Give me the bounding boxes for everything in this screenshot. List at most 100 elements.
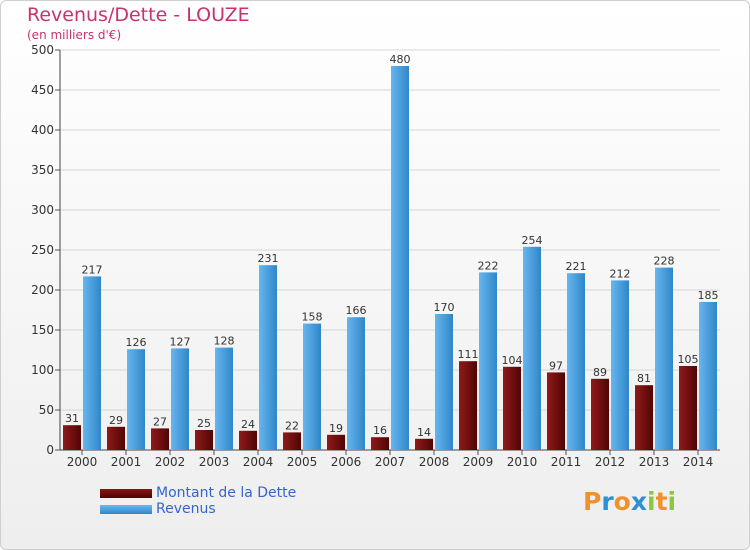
x-tick-label: 2006 bbox=[331, 455, 362, 469]
bar-revenus bbox=[479, 272, 497, 450]
x-tick-label: 2012 bbox=[595, 455, 626, 469]
x-tick-label: 2013 bbox=[639, 455, 670, 469]
y-tick-label: 100 bbox=[31, 363, 54, 377]
data-label: 97 bbox=[549, 359, 563, 372]
x-tick-label: 2007 bbox=[375, 455, 406, 469]
data-label: 14 bbox=[417, 426, 431, 439]
bar-revenus bbox=[391, 66, 409, 450]
bar-dette bbox=[635, 385, 653, 450]
data-label: 105 bbox=[678, 353, 699, 366]
y-tick-label: 350 bbox=[31, 163, 54, 177]
bar-dette bbox=[679, 366, 697, 450]
bar-revenus bbox=[347, 317, 365, 450]
data-label: 166 bbox=[346, 304, 367, 317]
data-label: 24 bbox=[241, 418, 255, 431]
bar-revenus bbox=[655, 267, 673, 450]
y-tick-label: 250 bbox=[31, 243, 54, 257]
data-label: 111 bbox=[458, 348, 479, 361]
chart-subtitle: (en milliers d'€) bbox=[27, 28, 122, 42]
data-label: 19 bbox=[329, 422, 343, 435]
x-tick-label: 2003 bbox=[199, 455, 230, 469]
bar-dette bbox=[239, 430, 257, 450]
bar-revenus bbox=[435, 314, 453, 450]
x-tick-label: 2002 bbox=[155, 455, 186, 469]
logo-letter: i bbox=[667, 487, 677, 516]
y-tick-label: 200 bbox=[31, 283, 54, 297]
data-label: 170 bbox=[434, 301, 455, 314]
y-tick-label: 150 bbox=[31, 323, 54, 337]
data-label: 126 bbox=[126, 336, 147, 349]
bar-dette bbox=[503, 366, 521, 450]
bar-dette bbox=[415, 438, 433, 450]
legend-swatch-dette bbox=[100, 489, 152, 498]
data-label: 25 bbox=[197, 417, 211, 430]
logo-letter: x bbox=[630, 487, 647, 516]
bar-revenus bbox=[567, 273, 585, 450]
data-label: 480 bbox=[390, 53, 411, 66]
y-tick-label: 0 bbox=[46, 443, 54, 457]
x-tick-label: 2004 bbox=[243, 455, 274, 469]
legend-label-dette: Montant de la Dette bbox=[156, 485, 297, 501]
bar-dette bbox=[107, 426, 125, 450]
bar-revenus bbox=[611, 280, 629, 450]
bar-dette bbox=[63, 425, 81, 450]
legend-label-revenus: Revenus bbox=[156, 501, 216, 517]
y-tick-label: 450 bbox=[31, 83, 54, 97]
bar-dette bbox=[283, 432, 301, 450]
data-label: 128 bbox=[214, 335, 235, 348]
data-label: 228 bbox=[654, 255, 675, 268]
bar-dette bbox=[591, 378, 609, 450]
x-tick-label: 2011 bbox=[551, 455, 582, 469]
bar-revenus bbox=[127, 349, 145, 450]
bar-revenus bbox=[303, 323, 321, 450]
data-label: 212 bbox=[610, 267, 631, 280]
data-label: 16 bbox=[373, 424, 387, 437]
data-label: 31 bbox=[65, 412, 79, 425]
x-tick-label: 2009 bbox=[463, 455, 494, 469]
bar-revenus bbox=[215, 347, 233, 450]
x-tick-label: 2008 bbox=[419, 455, 450, 469]
bar-revenus bbox=[523, 246, 541, 450]
logo-letter: P bbox=[583, 487, 602, 516]
bar-dette bbox=[371, 437, 389, 450]
data-label: 254 bbox=[522, 234, 543, 247]
x-tick-label: 2005 bbox=[287, 455, 318, 469]
legend-swatch-revenus bbox=[100, 505, 152, 514]
bar-dette bbox=[547, 372, 565, 450]
data-label: 29 bbox=[109, 414, 123, 427]
y-tick-label: 300 bbox=[31, 203, 54, 217]
bar-revenus bbox=[259, 265, 277, 450]
data-label: 89 bbox=[593, 366, 607, 379]
bar-revenus bbox=[171, 348, 189, 450]
y-tick-label: 50 bbox=[39, 403, 54, 417]
data-label: 217 bbox=[82, 263, 103, 276]
x-tick-label: 2014 bbox=[683, 455, 714, 469]
data-label: 81 bbox=[637, 372, 651, 385]
logo-letter: o bbox=[613, 487, 631, 516]
bar-revenus bbox=[83, 276, 101, 450]
data-label: 158 bbox=[302, 311, 323, 324]
data-label: 222 bbox=[478, 259, 499, 272]
data-label: 231 bbox=[258, 252, 279, 265]
bar-dette bbox=[195, 430, 213, 450]
logo-letter: r bbox=[601, 487, 614, 516]
data-label: 221 bbox=[566, 260, 587, 273]
data-label: 22 bbox=[285, 419, 299, 432]
bar-dette bbox=[327, 434, 345, 450]
bar-dette bbox=[459, 361, 477, 450]
y-tick-label: 500 bbox=[31, 43, 54, 57]
chart-title: Revenus/Dette - LOUZE bbox=[27, 4, 250, 26]
x-tick-label: 2010 bbox=[507, 455, 538, 469]
logo-letter: t bbox=[655, 487, 668, 516]
data-label: 104 bbox=[502, 354, 523, 367]
x-tick-label: 2000 bbox=[67, 455, 98, 469]
y-tick-label: 400 bbox=[31, 123, 54, 137]
data-label: 127 bbox=[170, 335, 191, 348]
proxiti-logo: Proxiti bbox=[583, 487, 676, 516]
bar-revenus bbox=[699, 302, 717, 450]
bar-dette bbox=[151, 428, 169, 450]
data-label: 185 bbox=[698, 289, 719, 302]
logo-letter: i bbox=[647, 487, 656, 516]
